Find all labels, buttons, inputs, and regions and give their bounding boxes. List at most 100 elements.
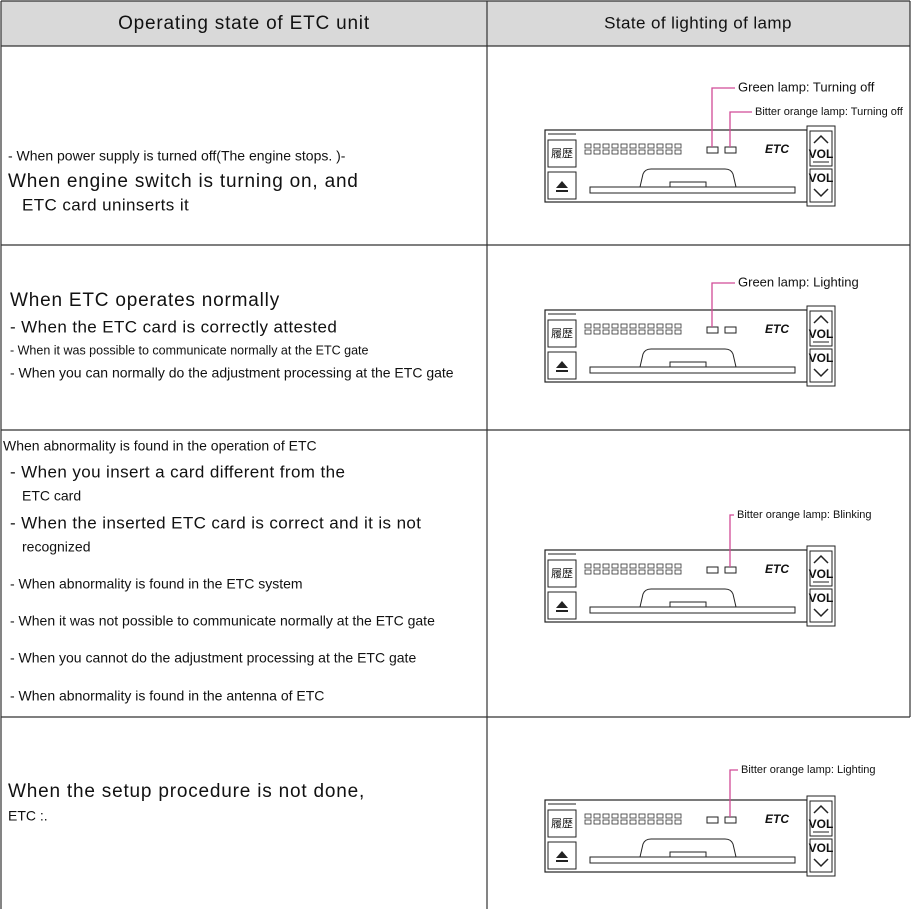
vol-button: VOL xyxy=(809,591,834,605)
segment xyxy=(665,569,673,575)
segment xyxy=(620,329,628,335)
brand: ETC xyxy=(765,322,789,336)
segment xyxy=(674,819,682,825)
segment xyxy=(584,323,592,329)
segment xyxy=(665,813,673,819)
segment xyxy=(647,323,655,329)
state-text: When ETC operates normally xyxy=(10,290,280,311)
segment xyxy=(584,563,592,569)
lamp-label: Bitter orange lamp: Lighting xyxy=(741,764,876,776)
state-text: - When the inserted ETC card is correct … xyxy=(10,513,421,532)
segment xyxy=(602,563,610,569)
lamp-label: Bitter orange lamp: Blinking xyxy=(737,509,872,521)
segment xyxy=(674,143,682,149)
segment xyxy=(647,329,655,335)
state-text: - When it was possible to communicate no… xyxy=(10,343,369,357)
segment xyxy=(602,813,610,819)
etc-unit: 履歴 ETC VOL VOL xyxy=(544,795,836,877)
state-text: - When abnormality is found in the anten… xyxy=(10,688,324,704)
vol-button: VOL xyxy=(809,351,834,365)
segment xyxy=(611,813,619,819)
state-text: ETC :. xyxy=(8,808,48,824)
lamp-label: Green lamp: Lighting xyxy=(738,274,859,289)
brand: ETC xyxy=(765,812,789,826)
header-bg xyxy=(1,1,910,46)
segment xyxy=(638,813,646,819)
brand: ETC xyxy=(765,562,789,576)
segment xyxy=(611,323,619,329)
segment xyxy=(629,323,637,329)
segment xyxy=(620,149,628,155)
segment xyxy=(620,563,628,569)
segment xyxy=(629,813,637,819)
segment xyxy=(674,329,682,335)
segment xyxy=(656,819,664,825)
segment xyxy=(629,143,637,149)
callouts xyxy=(711,87,752,817)
segment xyxy=(629,149,637,155)
segment xyxy=(638,143,646,149)
etc-unit: 履歴 ETC VOL VOL xyxy=(544,545,836,627)
segment xyxy=(647,143,655,149)
lamp-label: Bitter orange lamp: Turning off xyxy=(755,106,904,118)
segment xyxy=(656,563,664,569)
vol-button: VOL xyxy=(809,567,834,581)
state-text: - When you cannot do the adjustment proc… xyxy=(10,650,416,666)
vol-button: VOL xyxy=(809,147,834,161)
segment xyxy=(638,563,646,569)
segment xyxy=(584,329,592,335)
segment xyxy=(593,813,601,819)
segment xyxy=(665,819,673,825)
segment xyxy=(656,323,664,329)
state-text: - When you can normally do the adjustmen… xyxy=(10,365,454,381)
segment xyxy=(665,329,673,335)
segment xyxy=(656,329,664,335)
segment xyxy=(584,143,592,149)
etc-unit: 履歴 ETC VOL VOL xyxy=(544,125,836,207)
segment xyxy=(602,819,610,825)
state-text: When the setup procedure is not done, xyxy=(8,781,365,802)
segment xyxy=(665,143,673,149)
segment xyxy=(602,329,610,335)
segment xyxy=(674,563,682,569)
segment xyxy=(611,149,619,155)
segment xyxy=(584,149,592,155)
segment xyxy=(611,143,619,149)
state-text: ETC card uninserts it xyxy=(22,195,189,214)
history-button: 履歴 xyxy=(551,567,573,580)
state-text: - When abnormality is found in the ETC s… xyxy=(10,576,303,592)
segment xyxy=(593,149,601,155)
segment xyxy=(647,569,655,575)
segment xyxy=(620,569,628,575)
segment xyxy=(665,323,673,329)
segment xyxy=(638,569,646,575)
state-text: ETC card xyxy=(22,488,81,504)
segment xyxy=(629,329,637,335)
segment xyxy=(593,563,601,569)
segment xyxy=(584,569,592,575)
vol-button: VOL xyxy=(809,327,834,341)
segment xyxy=(629,569,637,575)
state-text: - When you insert a card different from … xyxy=(10,462,345,481)
state-text: recognized xyxy=(22,539,91,555)
header: Operating state of ETC unit xyxy=(118,13,370,34)
segment xyxy=(638,149,646,155)
vol-button: VOL xyxy=(809,171,834,185)
segment xyxy=(665,149,673,155)
segment xyxy=(674,149,682,155)
segment xyxy=(602,569,610,575)
segment xyxy=(665,563,673,569)
segment xyxy=(647,813,655,819)
segment xyxy=(593,323,601,329)
segment xyxy=(611,563,619,569)
state-text: - When it was not possible to communicat… xyxy=(10,613,435,629)
segment xyxy=(647,563,655,569)
segment xyxy=(584,819,592,825)
segment xyxy=(611,819,619,825)
segment xyxy=(629,819,637,825)
segment xyxy=(620,819,628,825)
segment xyxy=(674,323,682,329)
state-text: - When power supply is turned off(The en… xyxy=(8,148,346,164)
